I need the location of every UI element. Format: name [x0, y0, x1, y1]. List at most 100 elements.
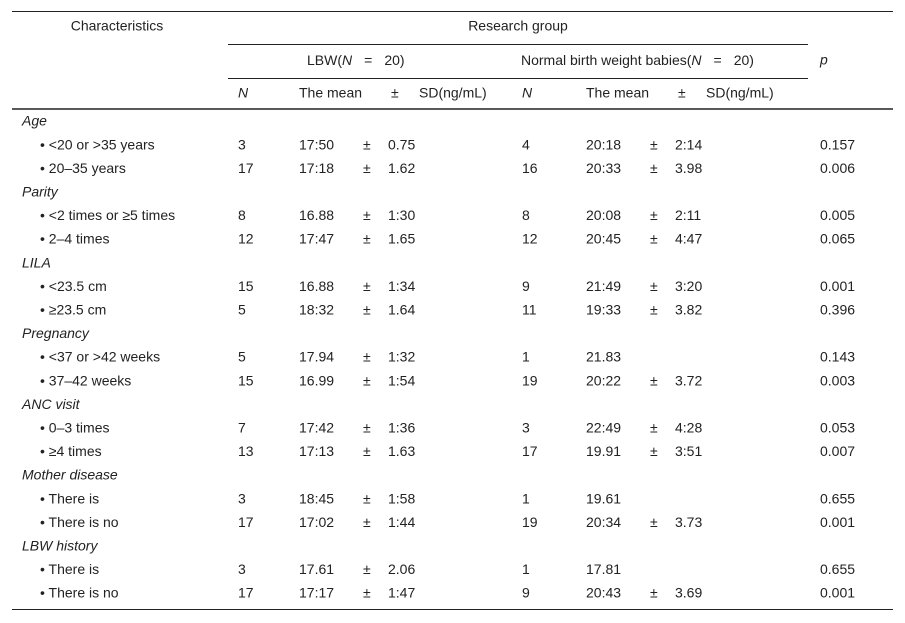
cell: 1:44: [388, 514, 415, 530]
cell: 16.88: [299, 207, 334, 223]
group-label: LBW history: [22, 538, 98, 554]
cell: 0.001: [820, 585, 855, 601]
group-label: Parity: [22, 184, 59, 200]
cell: 3: [238, 136, 246, 152]
row-label: • 37–42 weeks: [40, 372, 131, 388]
cell: 16.88: [299, 278, 334, 294]
cell: 17:18: [299, 160, 334, 176]
cell: 4:47: [675, 231, 702, 247]
cell: 3: [238, 561, 246, 577]
cell: ±: [363, 349, 371, 365]
row-label: • 2–4 times: [40, 231, 110, 247]
cell: 0.007: [820, 443, 855, 459]
row-label: • ≥23.5 cm: [40, 302, 106, 318]
cell: 0.001: [820, 514, 855, 530]
cell: 8: [522, 207, 530, 223]
cell: ±: [650, 231, 658, 247]
cell: ±: [650, 420, 658, 436]
header-part: 20): [384, 52, 404, 68]
cell: 22:49: [586, 420, 621, 436]
cell: ±: [650, 585, 658, 601]
cell: 0.143: [820, 349, 855, 365]
cell: ±: [363, 136, 371, 152]
cell: 1:34: [388, 278, 415, 294]
cell: 12: [522, 231, 538, 247]
cell: 1.64: [388, 302, 415, 318]
cell: 3: [238, 490, 246, 506]
cell: 17.81: [586, 561, 621, 577]
cell: 17: [238, 585, 254, 601]
cell: ±: [363, 585, 371, 601]
cell: 19: [522, 372, 538, 388]
group-label: Pregnancy: [22, 325, 90, 341]
group-label: LILA: [22, 254, 51, 270]
cell: 1.63: [388, 443, 415, 459]
cell: 0.157: [820, 136, 855, 152]
cell: 3.72: [675, 372, 702, 388]
cell: 20:18: [586, 136, 621, 152]
row-label: • <37 or >42 weeks: [40, 349, 160, 365]
cell: ±: [363, 490, 371, 506]
cell: 3.69: [675, 585, 702, 601]
cell: 3:51: [675, 443, 702, 459]
row-label: • <20 or >35 years: [40, 136, 155, 152]
cell: 0.053: [820, 420, 855, 436]
cell: ±: [650, 302, 658, 318]
cell: 20:43: [586, 585, 621, 601]
cell: 18:32: [299, 302, 334, 318]
cell: 0.655: [820, 490, 855, 506]
subheader: N: [522, 85, 533, 101]
cell: ±: [363, 278, 371, 294]
cell: 7: [238, 420, 246, 436]
cell: 1:30: [388, 207, 415, 223]
subheader: SD(ng/mL): [706, 85, 774, 101]
row-label: • There is no: [40, 514, 119, 530]
subheader: The mean: [299, 85, 362, 101]
cell: 17: [238, 160, 254, 176]
cell: ±: [650, 372, 658, 388]
cell: 0.003: [820, 372, 855, 388]
cell: 1: [522, 349, 530, 365]
cell: ±: [650, 160, 658, 176]
subheader: The mean: [586, 85, 649, 101]
cell: 17: [522, 443, 538, 459]
subheader: N: [238, 85, 249, 101]
header-part: LBW(: [307, 52, 342, 68]
cell: 19.61: [586, 490, 621, 506]
header-part: N: [342, 52, 353, 68]
cell: 20:22: [586, 372, 621, 388]
subheader: SD(ng/mL): [419, 85, 487, 101]
cell: 0.396: [820, 302, 855, 318]
cell: 1.62: [388, 160, 415, 176]
cell: 17.61: [299, 561, 334, 577]
header: p: [819, 52, 828, 68]
group-label: Mother disease: [22, 467, 118, 483]
row-label: • <23.5 cm: [40, 278, 107, 294]
cell: ±: [363, 514, 371, 530]
cell: 5: [238, 349, 246, 365]
cell: 3.73: [675, 514, 702, 530]
cell: 19: [522, 514, 538, 530]
header: Research group: [468, 18, 568, 34]
cell: 16.99: [299, 372, 334, 388]
cell: 2:11: [675, 207, 701, 223]
cell: ±: [363, 207, 371, 223]
header: Characteristics: [71, 18, 164, 34]
cell: 3.82: [675, 302, 702, 318]
cell: 9: [522, 585, 530, 601]
header: Normal birth weight babies(N = 20): [521, 52, 754, 68]
cell: 17: [238, 514, 254, 530]
row-label: • There is no: [40, 585, 119, 601]
cell: 19.91: [586, 443, 621, 459]
cell: 1: [522, 490, 530, 506]
cell: ±: [650, 136, 658, 152]
row-label: • There is: [40, 561, 99, 577]
cell: 17:47: [299, 231, 334, 247]
cell: ±: [363, 420, 371, 436]
cell: ±: [363, 231, 371, 247]
cell: 17:02: [299, 514, 334, 530]
cell: 12: [238, 231, 254, 247]
subheader: ±: [391, 85, 399, 101]
cell: 0.75: [388, 136, 415, 152]
